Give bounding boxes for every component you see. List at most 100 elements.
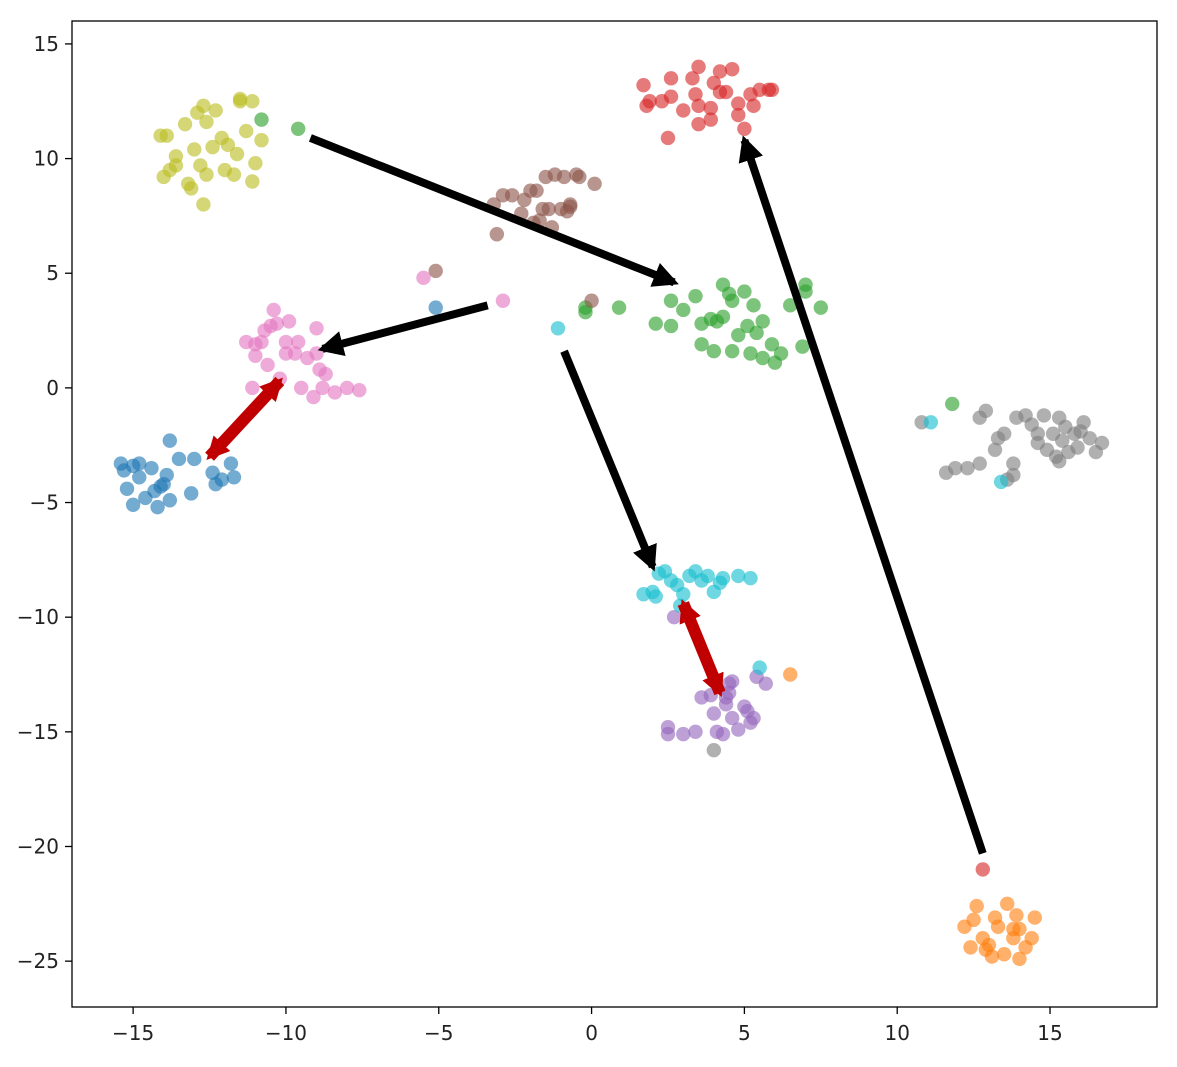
data-point — [737, 121, 752, 136]
data-point — [676, 302, 691, 318]
data-point — [648, 589, 663, 604]
data-point — [648, 316, 663, 331]
data-point — [731, 96, 746, 111]
data-point — [572, 169, 587, 185]
data-point — [187, 142, 202, 157]
data-point — [278, 334, 294, 350]
series-4 — [660, 609, 773, 742]
data-point — [703, 311, 718, 327]
data-point — [156, 169, 171, 185]
data-point — [737, 284, 752, 299]
data-point — [721, 676, 737, 691]
data-point — [159, 467, 174, 483]
data-point — [1036, 408, 1052, 423]
data-point — [1094, 435, 1110, 451]
data-point — [315, 380, 330, 396]
data-point — [691, 98, 706, 114]
data-point — [975, 862, 990, 877]
data-point — [1055, 433, 1070, 448]
data-point — [706, 343, 722, 359]
data-point — [676, 726, 691, 742]
data-point — [755, 350, 770, 366]
data-point — [783, 667, 798, 682]
y-tick-label: −5 — [30, 491, 59, 515]
data-point — [1024, 931, 1039, 946]
data-point — [1070, 440, 1085, 455]
data-point — [1006, 467, 1021, 483]
data-point — [746, 298, 761, 313]
data-point — [663, 71, 679, 86]
data-point — [749, 325, 764, 341]
y-tick-label: 15 — [34, 32, 59, 56]
data-point — [541, 201, 556, 217]
data-point — [504, 188, 520, 203]
data-point — [248, 155, 263, 171]
data-point — [196, 197, 211, 212]
data-point — [688, 288, 703, 304]
data-point — [758, 676, 773, 691]
data-point — [187, 451, 202, 467]
data-point — [550, 321, 566, 336]
data-point — [966, 912, 981, 928]
data-point — [428, 300, 443, 315]
data-point — [703, 112, 718, 127]
data-point — [660, 130, 676, 146]
data-point — [183, 486, 199, 501]
data-point — [587, 176, 602, 192]
y-tick-label: −25 — [17, 949, 59, 973]
data-point — [688, 87, 703, 102]
series-0 — [113, 300, 443, 515]
series-9 — [550, 321, 1009, 675]
data-point — [706, 706, 722, 721]
data-point — [676, 103, 691, 118]
data-point — [196, 98, 211, 114]
data-point — [1012, 951, 1027, 967]
data-point — [287, 346, 303, 361]
data-point — [294, 380, 309, 396]
data-point — [731, 327, 746, 343]
data-point — [223, 456, 239, 471]
double-arrow-annotation — [205, 376, 285, 461]
data-point — [584, 293, 599, 308]
data-point — [339, 380, 355, 396]
data-point — [676, 587, 691, 602]
data-point — [529, 183, 544, 198]
data-point — [318, 366, 333, 382]
data-point — [752, 660, 767, 675]
arrow-annotation — [317, 301, 489, 357]
data-point — [798, 284, 813, 299]
data-point — [703, 100, 718, 116]
data-point — [724, 61, 740, 77]
x-axis: −15 −10 −5 0 5 10 15 — [112, 1007, 1063, 1045]
data-point — [428, 263, 443, 279]
data-point — [199, 167, 214, 182]
points-layer — [113, 59, 1110, 967]
data-point — [239, 123, 254, 139]
data-point — [731, 107, 746, 123]
data-point — [1073, 424, 1088, 439]
data-point — [559, 204, 575, 219]
data-point — [416, 270, 431, 286]
data-point — [1006, 456, 1021, 471]
data-point — [162, 433, 178, 448]
data-point — [495, 293, 511, 308]
arrow-annotation — [738, 135, 987, 855]
data-point — [208, 103, 223, 118]
series-3 — [636, 59, 990, 877]
data-point — [923, 415, 939, 430]
data-point — [724, 343, 740, 359]
double-arrow-annotation — [677, 599, 726, 698]
y-tick-label: 0 — [46, 376, 59, 400]
data-point — [180, 176, 196, 192]
data-point — [162, 493, 178, 508]
data-point — [177, 116, 193, 132]
data-point — [764, 337, 780, 352]
data-point — [694, 337, 709, 352]
data-point — [281, 314, 297, 329]
x-tick-label: 5 — [738, 1021, 751, 1045]
data-point — [773, 346, 789, 361]
data-point — [153, 128, 168, 143]
data-point — [969, 898, 984, 914]
data-point — [740, 704, 755, 719]
